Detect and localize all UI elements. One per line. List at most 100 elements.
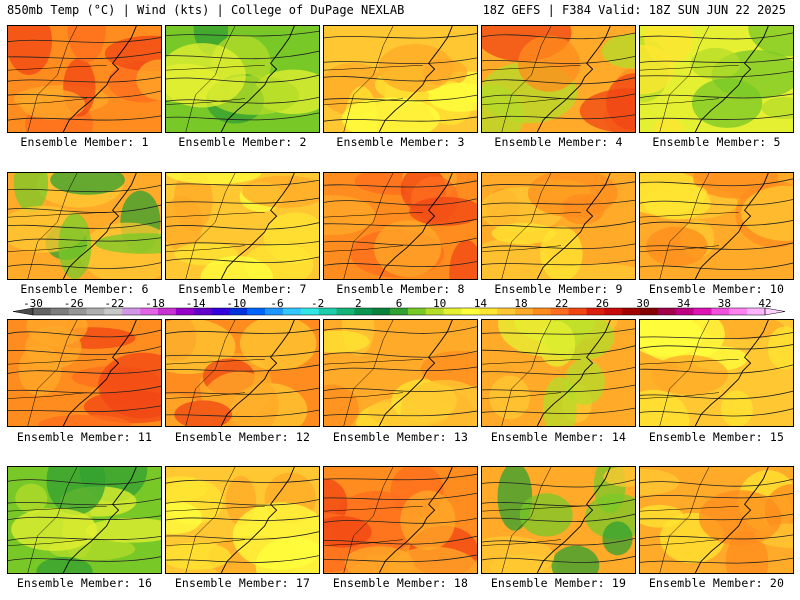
colorbar-swatch bbox=[193, 308, 212, 315]
colorbar-swatch bbox=[68, 308, 87, 315]
member-label-17: Ensemble Member: 17 bbox=[174, 576, 311, 590]
member-map-14 bbox=[481, 319, 636, 427]
temperature-field-10 bbox=[640, 173, 793, 279]
member-label-14: Ensemble Member: 14 bbox=[490, 430, 627, 444]
member-map-17 bbox=[165, 466, 320, 574]
temperature-field-3 bbox=[324, 26, 477, 132]
colorbar-swatch bbox=[336, 308, 355, 315]
colorbar-swatch bbox=[247, 308, 266, 315]
member-map-3 bbox=[323, 25, 478, 133]
colorbar-swatch bbox=[604, 308, 623, 315]
temperature-field-5 bbox=[640, 26, 793, 132]
colorbar-swatch bbox=[86, 308, 105, 315]
temperature-field-15 bbox=[640, 320, 793, 426]
temperature-field-4 bbox=[482, 26, 635, 132]
temperature-field-12 bbox=[166, 320, 319, 426]
member-map-19 bbox=[481, 466, 636, 574]
colorbar-tick-label: -18 bbox=[145, 297, 165, 310]
colorbar-tick-label: 2 bbox=[355, 297, 362, 310]
colorbar-swatch bbox=[354, 308, 373, 315]
colorbar-swatch bbox=[229, 308, 248, 315]
member-label-18: Ensemble Member: 18 bbox=[332, 576, 469, 590]
member-map-16 bbox=[7, 466, 162, 574]
temperature-field-14 bbox=[482, 320, 635, 426]
colorbar-tick-label: 10 bbox=[433, 297, 447, 310]
member-label-19: Ensemble Member: 19 bbox=[490, 576, 627, 590]
temperature-field-13 bbox=[324, 320, 477, 426]
colorbar-swatch bbox=[407, 308, 427, 315]
colorbar-tick-label: -30 bbox=[23, 297, 43, 310]
colorbar-tick-label: -26 bbox=[63, 297, 84, 310]
colorbar-swatch bbox=[33, 308, 52, 315]
member-label-3: Ensemble Member: 3 bbox=[336, 135, 465, 149]
colorbar-tick-label: 38 bbox=[717, 297, 731, 310]
member-map-10 bbox=[639, 172, 794, 280]
temperature-field-16 bbox=[8, 467, 161, 573]
member-map-1 bbox=[7, 25, 162, 133]
colorbar-swatch bbox=[532, 308, 552, 315]
temperature-field-19 bbox=[482, 467, 635, 573]
member-label-1: Ensemble Member: 1 bbox=[20, 135, 149, 149]
colorbar-tick-label: -22 bbox=[104, 297, 125, 310]
member-label-13: Ensemble Member: 13 bbox=[332, 430, 469, 444]
member-map-20 bbox=[639, 466, 794, 574]
member-label-9: Ensemble Member: 9 bbox=[494, 282, 623, 296]
colorbar-swatch bbox=[372, 308, 391, 315]
member-label-7: Ensemble Member: 7 bbox=[178, 282, 307, 296]
member-map-13 bbox=[323, 319, 478, 427]
member-map-12 bbox=[165, 319, 320, 427]
colorbar-swatch bbox=[461, 308, 480, 315]
colorbar-swatch bbox=[747, 308, 766, 315]
colorbar-swatch bbox=[390, 308, 409, 315]
colorbar-tick-label: -14 bbox=[185, 297, 206, 310]
member-map-6 bbox=[7, 172, 162, 280]
member-label-12: Ensemble Member: 12 bbox=[174, 430, 311, 444]
member-label-11: Ensemble Member: 11 bbox=[16, 430, 153, 444]
member-map-2 bbox=[165, 25, 320, 133]
member-label-4: Ensemble Member: 4 bbox=[494, 135, 623, 149]
colorbar-swatch bbox=[693, 308, 712, 315]
temperature-field-8 bbox=[324, 173, 477, 279]
colorbar-tick-label: -10 bbox=[226, 297, 247, 310]
colorbar-swatch bbox=[50, 308, 69, 315]
colorbar-swatch bbox=[425, 308, 444, 315]
colorbar-swatch bbox=[265, 308, 284, 315]
temperature-field-1 bbox=[8, 26, 161, 132]
colorbar-swatch bbox=[175, 308, 194, 315]
temperature-field-6 bbox=[8, 173, 161, 279]
colorbar-swatch bbox=[657, 308, 677, 315]
member-label-16: Ensemble Member: 16 bbox=[16, 576, 153, 590]
colorbar-swatch bbox=[675, 308, 694, 315]
colorbar-swatch bbox=[515, 308, 534, 315]
member-map-11 bbox=[7, 319, 162, 427]
colorbar-tick-label: 18 bbox=[514, 297, 528, 310]
colorbar-swatch bbox=[479, 308, 498, 315]
member-map-18 bbox=[323, 466, 478, 574]
colorbar-tick-label: 30 bbox=[636, 297, 650, 310]
colorbar-tick-label: 34 bbox=[677, 297, 691, 310]
colorbar-swatch bbox=[550, 308, 569, 315]
member-label-2: Ensemble Member: 2 bbox=[178, 135, 307, 149]
colorbar-swatch bbox=[568, 308, 587, 315]
chart-title: 850mb Temp (°C) | Wind (kts) | College o… bbox=[7, 3, 405, 17]
model-run-info: 18Z GEFS | F384 Valid: 18Z SUN JUN 22 20… bbox=[482, 3, 786, 17]
colorbar-swatch bbox=[104, 308, 123, 315]
colorbar-swatch bbox=[157, 308, 177, 315]
temperature-field-17 bbox=[166, 467, 319, 573]
colorbar-tick-label: 26 bbox=[595, 297, 609, 310]
colorbar-swatch bbox=[318, 308, 337, 315]
member-label-8: Ensemble Member: 8 bbox=[336, 282, 465, 296]
member-map-8 bbox=[323, 172, 478, 280]
member-label-10: Ensemble Member: 10 bbox=[648, 282, 785, 296]
temperature-colorbar bbox=[12, 307, 786, 316]
colorbar-swatch bbox=[622, 308, 641, 315]
colorbar-swatch bbox=[300, 308, 319, 315]
colorbar-swatch bbox=[282, 308, 302, 315]
member-label-15: Ensemble Member: 15 bbox=[648, 430, 785, 444]
colorbar-swatch bbox=[497, 308, 516, 315]
colorbar-swatch bbox=[586, 308, 605, 315]
colorbar-tick-label: -6 bbox=[270, 297, 284, 310]
colorbar-swatch bbox=[711, 308, 730, 315]
member-map-5 bbox=[639, 25, 794, 133]
temperature-field-9 bbox=[482, 173, 635, 279]
